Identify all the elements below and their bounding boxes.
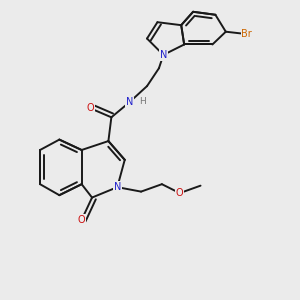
- Text: O: O: [87, 103, 94, 113]
- Text: N: N: [114, 182, 121, 192]
- Text: N: N: [160, 50, 167, 60]
- Text: H: H: [139, 97, 145, 106]
- Text: Br: Br: [241, 29, 252, 39]
- Text: N: N: [125, 98, 133, 107]
- Text: O: O: [176, 188, 184, 198]
- Text: O: O: [78, 215, 86, 225]
